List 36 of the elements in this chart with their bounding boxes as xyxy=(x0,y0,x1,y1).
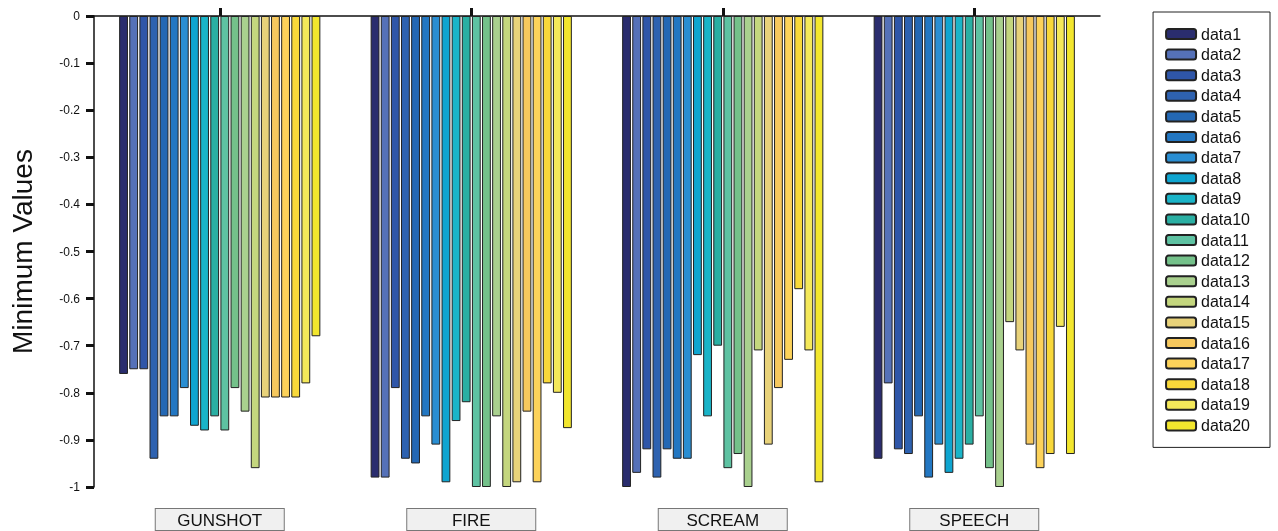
legend-label: data8 xyxy=(1201,169,1242,187)
y-tick-label: -1 xyxy=(69,480,81,494)
y-tick-label: -0.3 xyxy=(59,150,81,165)
legend-label: data2 xyxy=(1201,46,1242,64)
y-tick-label: -0.8 xyxy=(59,385,81,400)
legend-label: data13 xyxy=(1201,272,1251,290)
y-tick-label: 0 xyxy=(73,9,81,23)
y-axis-title: Minimum Values xyxy=(6,149,38,354)
y-tick-label: -0.2 xyxy=(59,103,81,118)
legend-label: data14 xyxy=(1201,293,1251,311)
legend-label: data7 xyxy=(1201,149,1242,167)
legend-label: data16 xyxy=(1201,334,1251,352)
legend-label: data10 xyxy=(1201,210,1251,228)
x-tick-label: SCREAM xyxy=(686,511,760,530)
legend-label: data3 xyxy=(1201,66,1242,84)
legend-label: data4 xyxy=(1201,87,1242,105)
x-tick-label: FIRE xyxy=(451,511,491,530)
legend-label: data20 xyxy=(1201,416,1251,434)
legend-label: data5 xyxy=(1201,107,1242,125)
legend-label: data11 xyxy=(1201,231,1249,249)
y-tick-label: -0.4 xyxy=(59,197,81,212)
x-tick-label: GUNSHOT xyxy=(177,511,263,530)
y-tick-label: -0.7 xyxy=(59,338,81,353)
legend-label: data6 xyxy=(1201,128,1242,146)
legend-label: data12 xyxy=(1201,252,1251,270)
y-tick-label: -0.1 xyxy=(59,56,81,71)
x-tick-label: SPEECH xyxy=(939,511,1010,530)
legend-label: data19 xyxy=(1201,396,1251,414)
legend-label: data9 xyxy=(1201,190,1242,208)
y-tick-label: -0.9 xyxy=(59,432,81,447)
legend-label: data17 xyxy=(1201,355,1251,373)
y-tick-label: -0.5 xyxy=(59,244,81,259)
legend-label: data1 xyxy=(1201,25,1242,43)
legend-label: data18 xyxy=(1201,375,1251,393)
y-tick-label: -0.6 xyxy=(59,291,81,306)
legend-label: data15 xyxy=(1201,313,1251,331)
